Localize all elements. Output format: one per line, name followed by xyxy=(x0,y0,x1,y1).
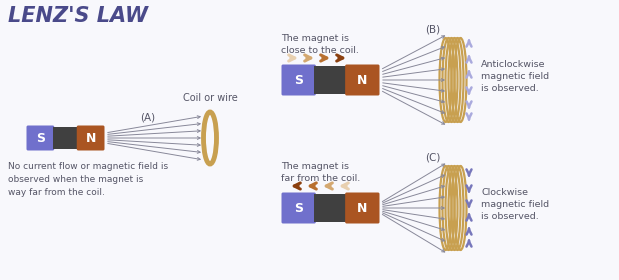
FancyBboxPatch shape xyxy=(345,64,379,95)
Text: LENZ'S LAW: LENZ'S LAW xyxy=(8,6,148,26)
FancyBboxPatch shape xyxy=(77,125,105,151)
FancyBboxPatch shape xyxy=(345,193,379,223)
Text: (B): (B) xyxy=(425,25,441,35)
FancyBboxPatch shape xyxy=(53,127,78,149)
Text: S: S xyxy=(294,202,303,214)
Text: (C): (C) xyxy=(425,153,441,163)
FancyBboxPatch shape xyxy=(314,66,347,94)
Text: N: N xyxy=(357,202,368,214)
Text: N: N xyxy=(85,132,96,144)
Text: S: S xyxy=(294,74,303,87)
Text: Coil or wire: Coil or wire xyxy=(183,93,237,103)
Text: Anticlockwise
magnetic field
is observed.: Anticlockwise magnetic field is observed… xyxy=(481,60,549,93)
Text: S: S xyxy=(36,132,45,144)
Text: N: N xyxy=(357,74,368,87)
Text: The magnet is
close to the coil.: The magnet is close to the coil. xyxy=(281,34,359,55)
Text: (A): (A) xyxy=(141,113,155,123)
FancyBboxPatch shape xyxy=(314,194,347,222)
FancyBboxPatch shape xyxy=(27,125,54,151)
Text: Clockwise
magnetic field
is observed.: Clockwise magnetic field is observed. xyxy=(481,188,549,221)
FancyBboxPatch shape xyxy=(282,64,316,95)
FancyBboxPatch shape xyxy=(282,193,316,223)
Text: The magnet is
far from the coil.: The magnet is far from the coil. xyxy=(281,162,360,183)
Text: No current flow or magnetic field is
observed when the magnet is
way far from th: No current flow or magnetic field is obs… xyxy=(8,162,168,197)
